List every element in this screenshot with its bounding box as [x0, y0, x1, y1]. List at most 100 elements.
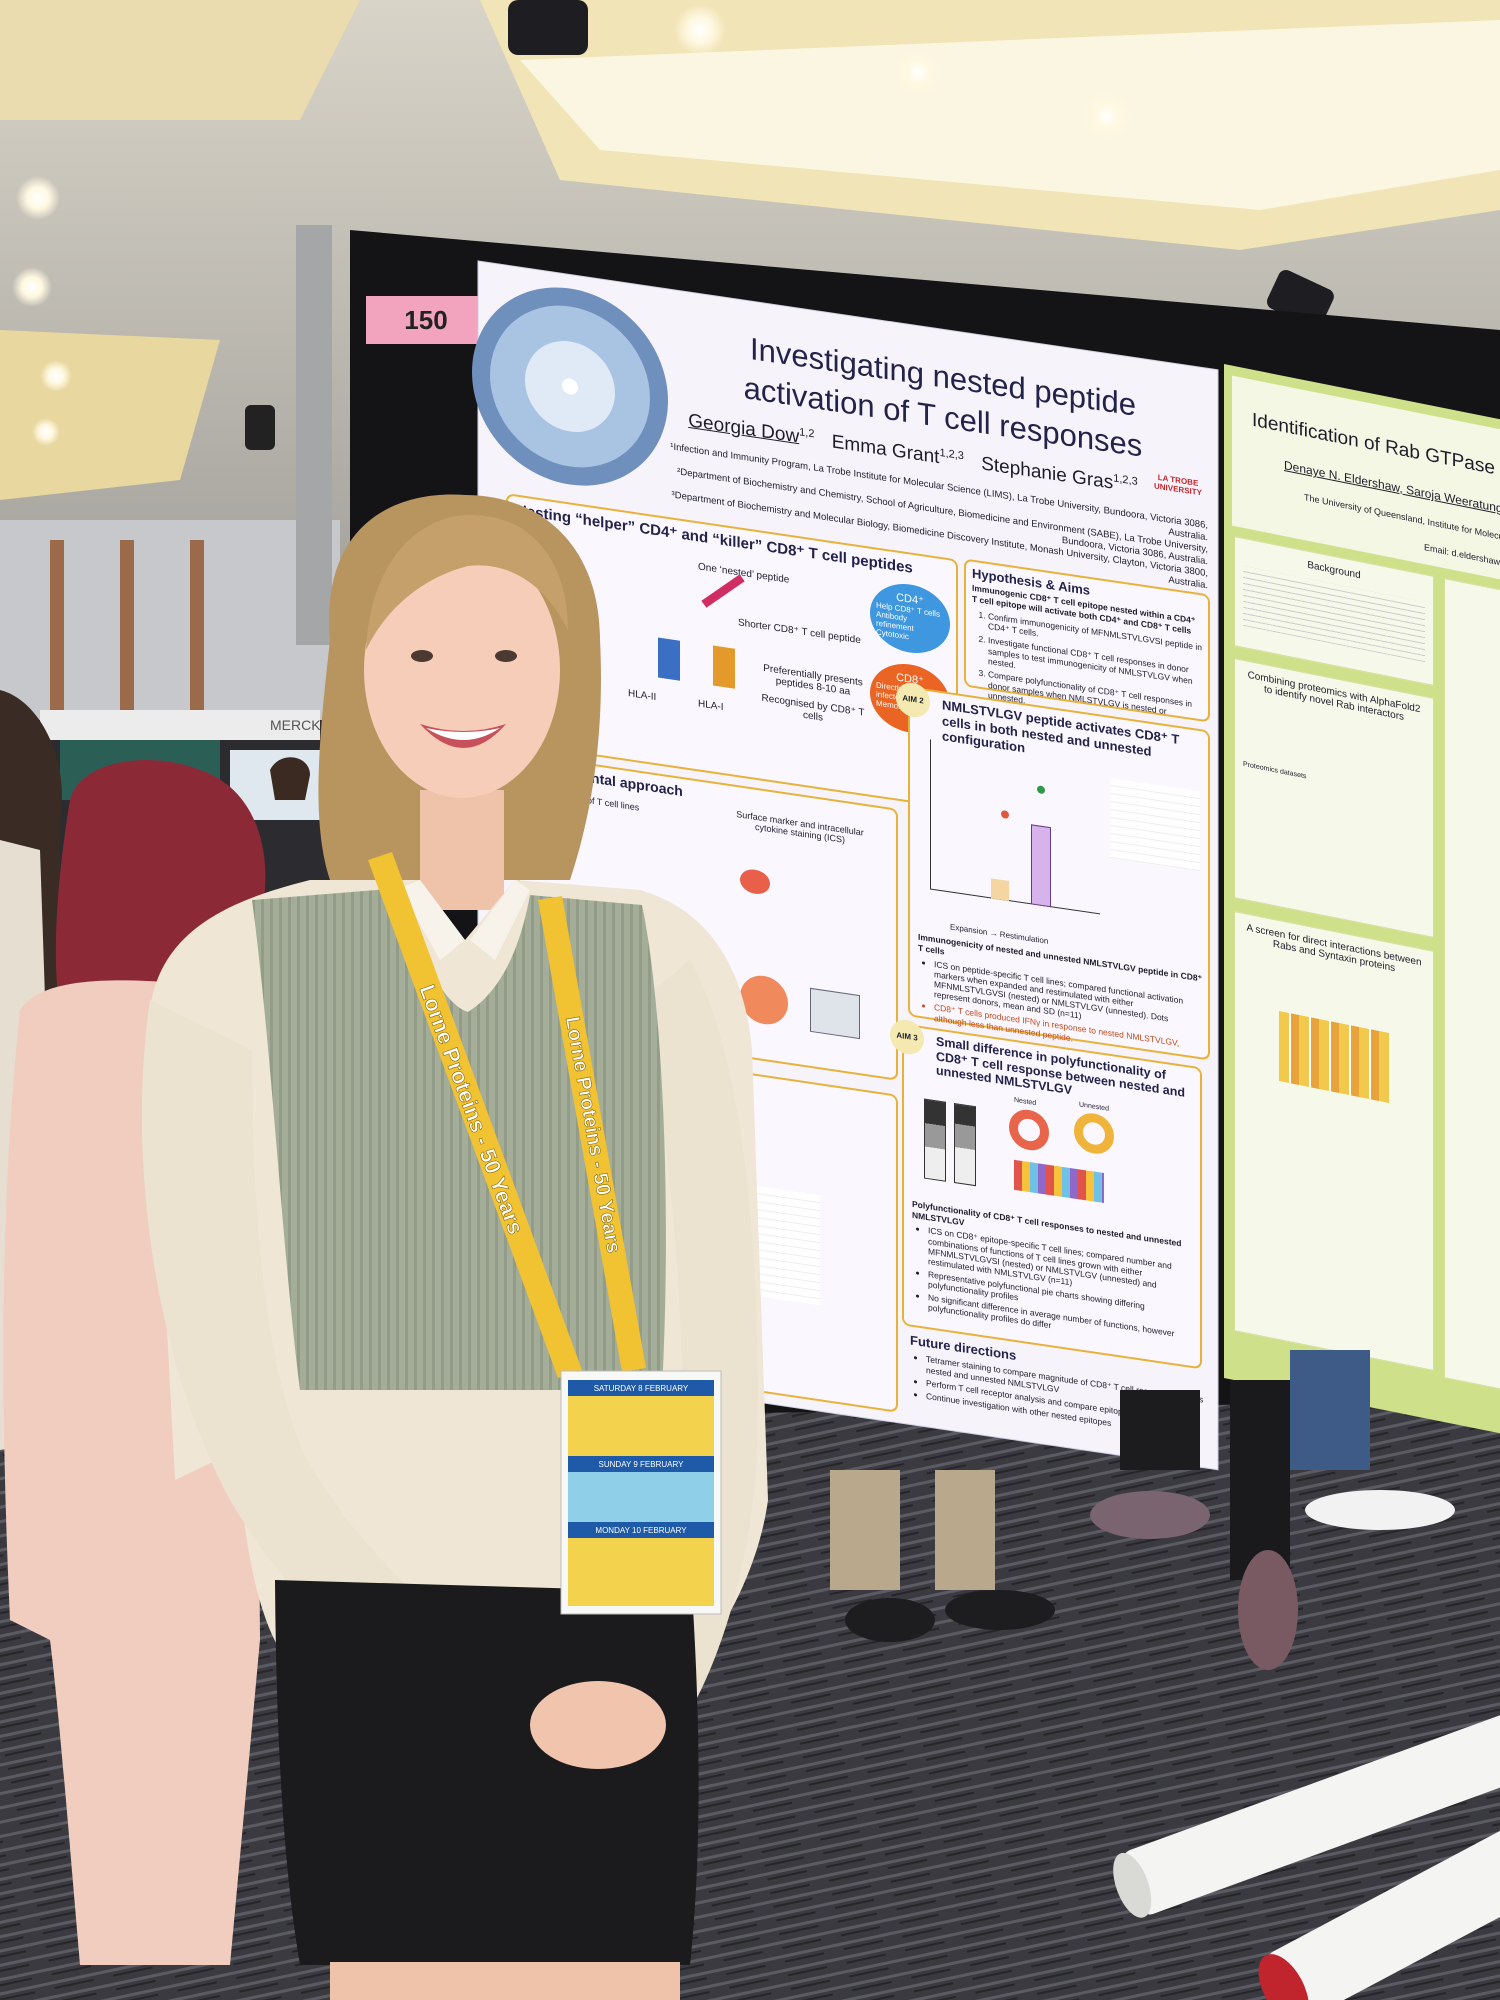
author-affiliation: 1,2,3 — [1113, 472, 1138, 488]
wall-pillar — [190, 540, 204, 720]
wall-pillar — [50, 540, 64, 720]
shoe — [1238, 1550, 1298, 1670]
bystander-legs — [1290, 1350, 1370, 1470]
bar-illustration — [1031, 824, 1051, 908]
university-logo: LA TROBE UNIVERSITY — [1153, 472, 1202, 498]
presenter: Lorne Proteins - 50 Years Lorne Proteins… — [141, 494, 768, 2000]
shirt-sleeve — [141, 1000, 565, 1765]
author: Emma Grant — [831, 431, 940, 469]
neck — [420, 790, 504, 910]
ceiling-light — [32, 418, 60, 446]
diagram-label: HLA-II — [628, 688, 657, 704]
tube-body — [1267, 1809, 1500, 2000]
stacked-bar-illustration — [954, 1102, 976, 1187]
bystander-legs — [1230, 1380, 1290, 1580]
aim2-section: AIM 2 NMLSTVLGV peptide activates CD8⁺ T… — [896, 680, 1210, 1061]
cd4-bubble: CD4⁺ Help CD8⁺ T cells Antibody refineme… — [870, 578, 950, 659]
ceiling-light — [674, 4, 726, 56]
ceiling-light — [1083, 92, 1131, 140]
lanyard-strap — [368, 852, 582, 1378]
ceiling-cove-light — [0, 0, 360, 120]
heatmap-illustration — [1279, 1011, 1389, 1103]
diagram-label: One ‘nested’ peptide — [698, 561, 790, 586]
stacked-bar-illustration — [924, 1098, 946, 1182]
author-affiliation: 1,2,3 — [939, 446, 964, 463]
badge-band — [568, 1456, 714, 1472]
facs-illustration — [810, 987, 860, 1040]
tube-cap — [1258, 1954, 1309, 2000]
booth-sign: MERCK — [270, 717, 321, 733]
cell-illustration — [740, 867, 770, 896]
hands — [530, 1681, 666, 1769]
badge-band — [568, 1472, 714, 1522]
ceiling-light — [894, 48, 942, 96]
bystander-legs — [935, 1470, 995, 1590]
bar-illustration — [991, 878, 1009, 902]
badge-day: SUNDAY 9 FEBRUARY — [599, 1460, 685, 1469]
ceiling-light — [40, 360, 72, 392]
ceiling-light — [16, 176, 60, 220]
results-column — [1444, 578, 1500, 1396]
tube-body — [1123, 1712, 1500, 1915]
tube-end — [1113, 1852, 1152, 1918]
shoe — [945, 1590, 1055, 1630]
ceiling-panel — [520, 20, 1500, 210]
skirt — [275, 1580, 699, 1965]
peptide-illustration — [701, 574, 745, 608]
lanyard-strap — [538, 896, 646, 1372]
booth-sign-board — [40, 710, 320, 740]
poster-layout: Identification of Rab GTPase interac Den… — [1224, 364, 1500, 1438]
badge-band — [568, 1380, 714, 1396]
face — [364, 542, 560, 798]
spotlight — [508, 0, 588, 55]
virus-illustration — [562, 378, 578, 395]
poster-number: 150 — [404, 305, 447, 335]
diagram-label: HLA-I — [698, 698, 724, 714]
hair-front — [366, 515, 568, 650]
poster-number-tag — [366, 296, 487, 344]
poster-tube — [1258, 1809, 1500, 2000]
badge-band — [568, 1396, 714, 1456]
aim3-section: AIM 3 Small difference in polyfunctional… — [890, 1017, 1202, 1370]
author: Georgia Dow — [688, 410, 800, 448]
screen-box: A screen for direct interactions between… — [1234, 911, 1434, 1371]
flow-label: Proteomics datasets — [1243, 760, 1307, 781]
author-affiliation: 1,2 — [799, 426, 815, 441]
badge-band — [568, 1522, 714, 1538]
eye — [495, 650, 517, 662]
shirt-sleeve — [632, 960, 758, 1725]
bystander-legs — [1120, 1390, 1200, 1470]
poster-tube — [1113, 1712, 1500, 1918]
chart-illustration — [930, 739, 1100, 915]
bullet-list: Polyfunctionality of CD8⁺ T cell respons… — [912, 1199, 1192, 1354]
spotlight — [245, 405, 275, 450]
shoe — [845, 1598, 935, 1642]
bystander-legs — [830, 1470, 900, 1590]
teeth — [426, 728, 500, 740]
shirt-collar — [400, 880, 530, 960]
pie-illustration — [1009, 1107, 1049, 1153]
badge-day: MONDAY 10 FEBRUARY — [595, 1526, 687, 1535]
right-poster: Identification of Rab GTPase interac Den… — [1224, 364, 1500, 1439]
bystander-distant — [270, 757, 310, 800]
poster-content: Identification of Rab GTPase interac Den… — [1224, 364, 1500, 1438]
donor-table-illustration — [1110, 777, 1200, 872]
shoe — [1305, 1490, 1455, 1530]
board-post — [296, 225, 332, 645]
hla-illustration — [658, 637, 680, 681]
pie-illustration — [1074, 1110, 1114, 1157]
eye — [411, 650, 433, 662]
badge-day: SATURDAY 8 FEBRUARY — [594, 1384, 689, 1393]
legs — [330, 1962, 680, 2000]
group-label: Unnested — [1079, 1101, 1109, 1113]
wall-pillar — [120, 540, 134, 720]
diagram-label: Shorter CD8⁺ T cell peptide — [738, 617, 861, 647]
heatmap-illustration — [1014, 1159, 1104, 1204]
dot-illustration — [1001, 809, 1009, 820]
dot-illustration — [1037, 785, 1045, 795]
badge-band — [568, 1538, 714, 1606]
hla-illustration — [713, 645, 735, 689]
proteomics-box: Combining proteomics with AlphaFold2 to … — [1234, 658, 1434, 938]
